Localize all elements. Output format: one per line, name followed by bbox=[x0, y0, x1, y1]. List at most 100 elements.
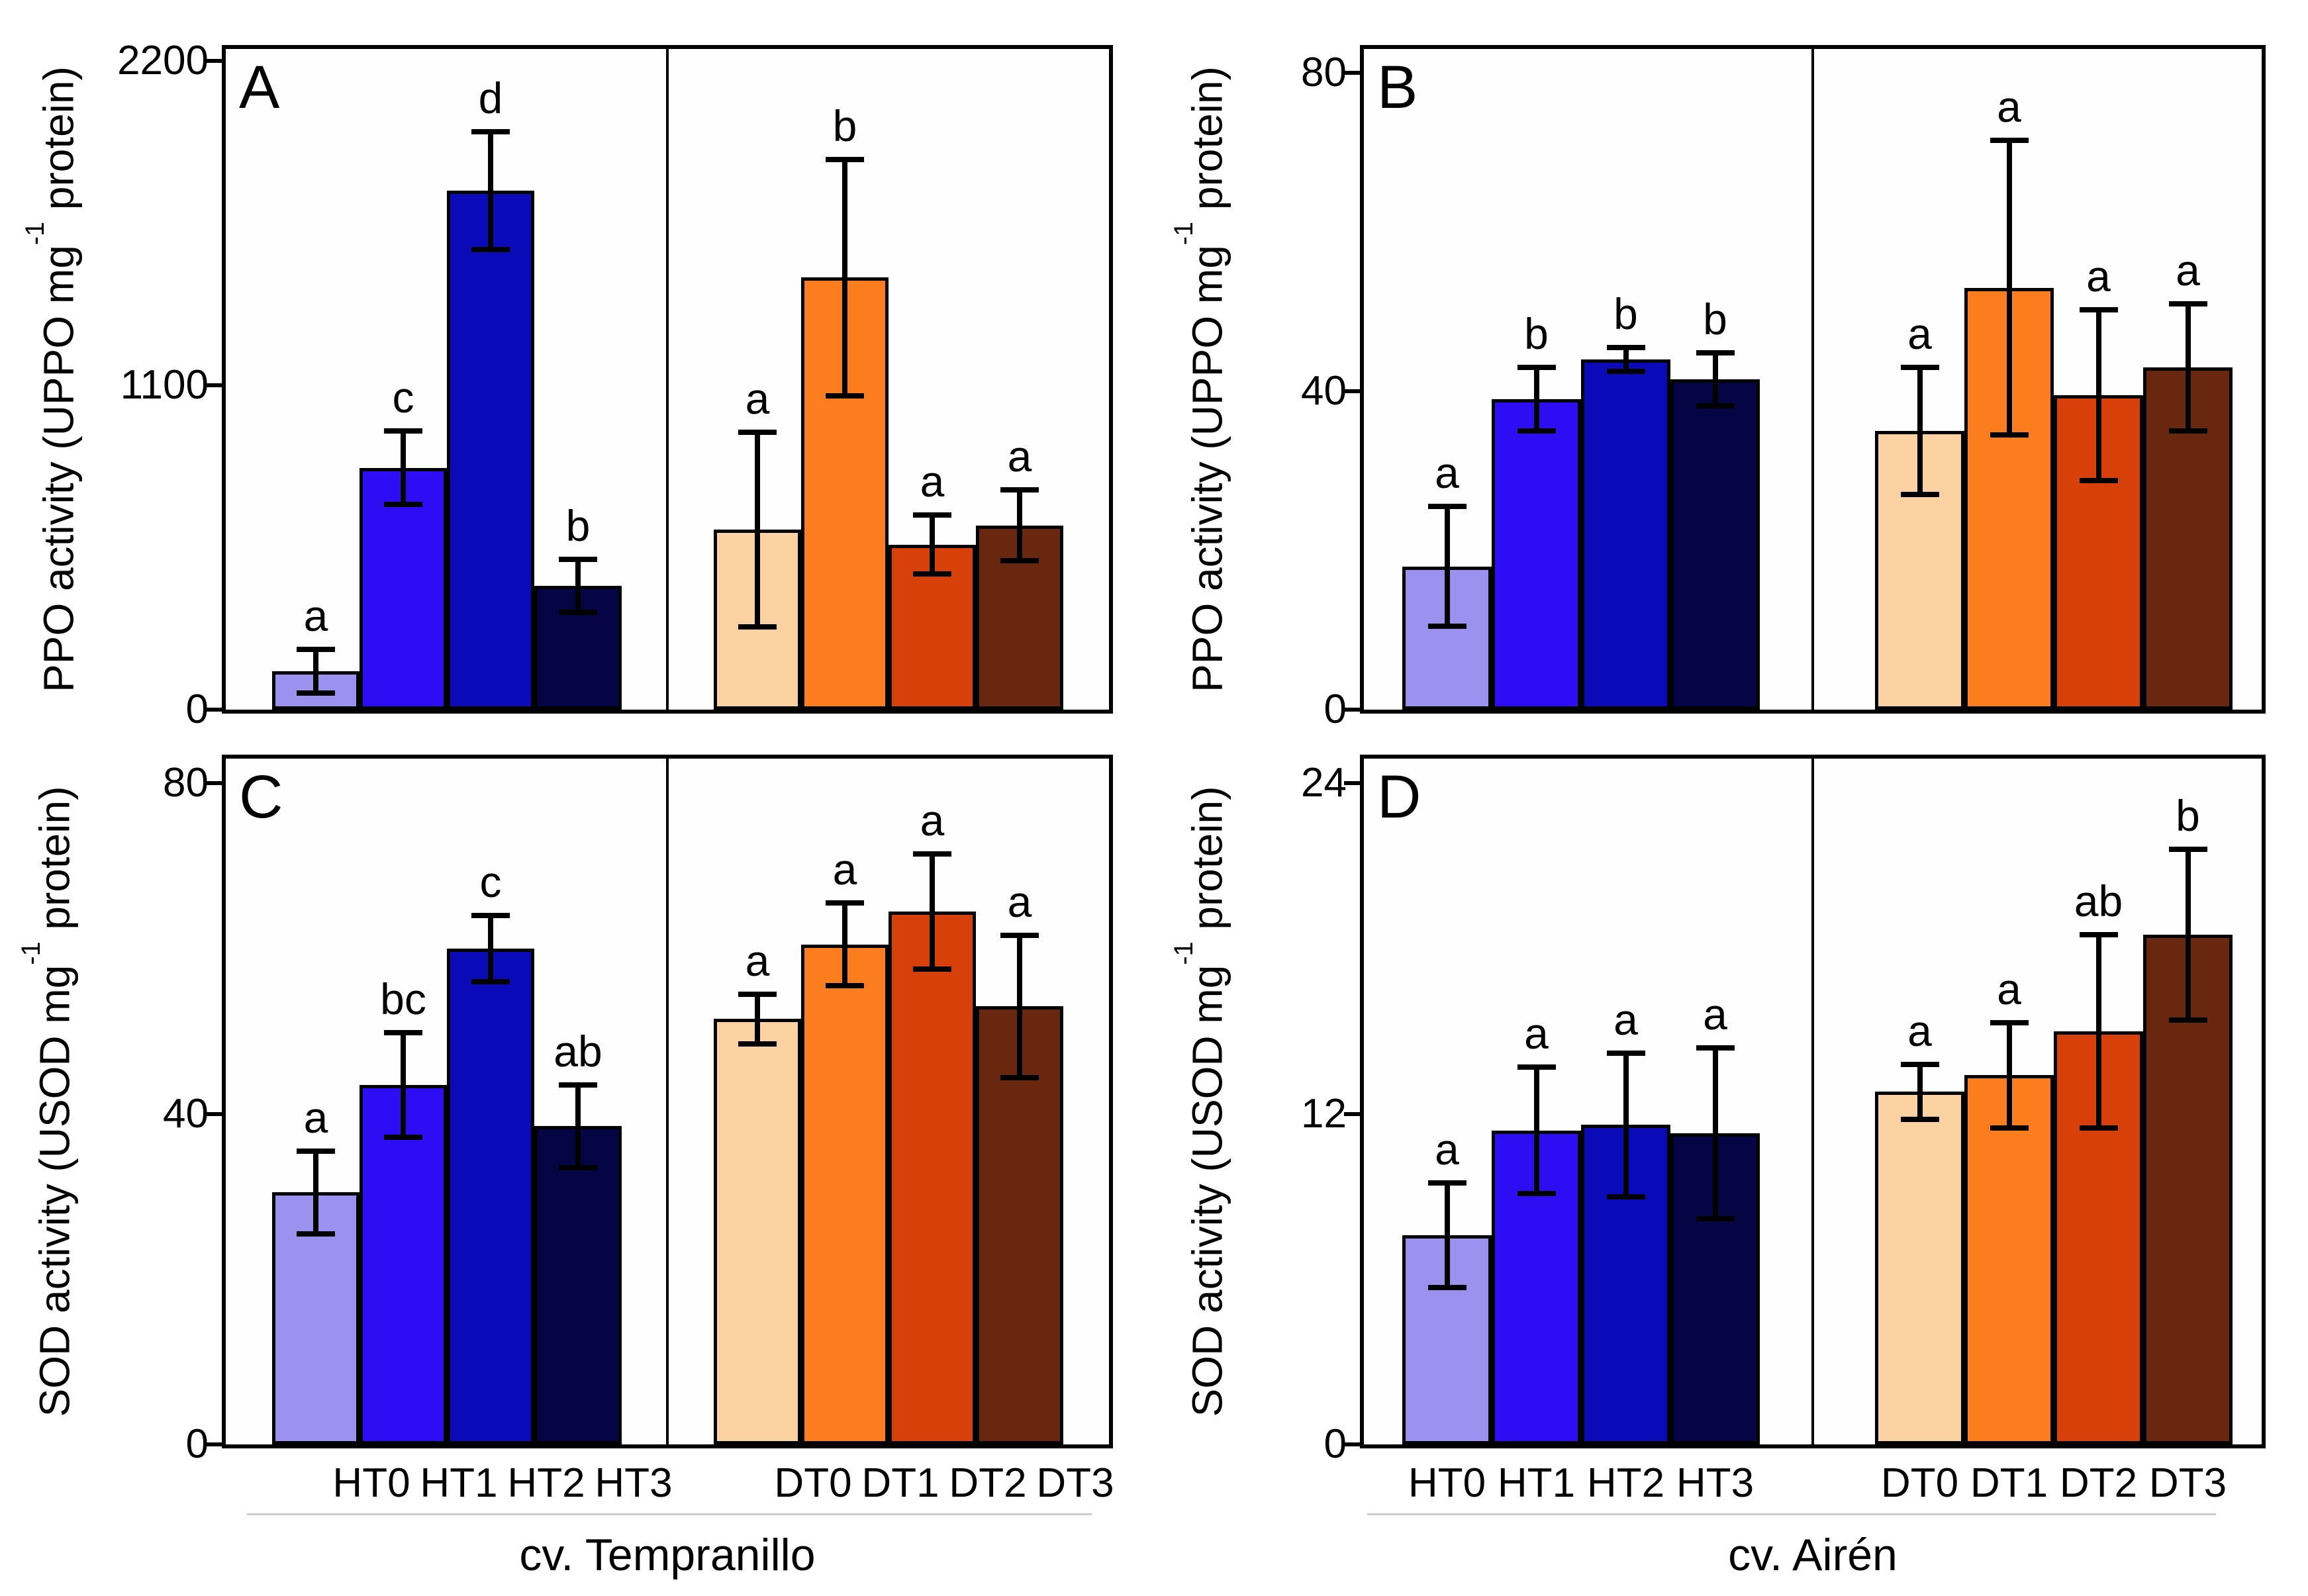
x-axis-rule-left bbox=[247, 1513, 1092, 1515]
bar-HT2 bbox=[447, 949, 534, 1444]
error-bar-cap-bottom bbox=[384, 1134, 422, 1140]
significance-letter: a bbox=[1907, 1006, 1932, 1055]
error-bar-cap-top bbox=[1517, 1064, 1556, 1070]
error-bar-cap-bottom bbox=[471, 246, 510, 252]
significance-letter: bc bbox=[380, 974, 426, 1024]
error-bar-cap-top bbox=[2168, 847, 2207, 853]
x-tick-label-HT0: HT0 bbox=[332, 1460, 410, 1506]
bar-HT1 bbox=[1492, 399, 1581, 710]
error-bar-cap-top bbox=[1517, 364, 1556, 370]
y-tick-label: 80 bbox=[163, 760, 209, 806]
x-tick-label-DT3: DT3 bbox=[1036, 1460, 1114, 1506]
error-bar-cap-top bbox=[297, 646, 335, 652]
y-tick-label: 0 bbox=[185, 1421, 209, 1467]
significance-letter: a bbox=[2176, 245, 2200, 295]
y-tick-mark bbox=[1344, 708, 1360, 712]
error-bar-cap-bottom bbox=[1900, 492, 1939, 498]
error-bar-cap-top bbox=[738, 991, 777, 997]
error-bar-cap-top bbox=[297, 1148, 335, 1154]
significance-letter: a bbox=[303, 590, 328, 640]
y-tick-mark bbox=[206, 708, 222, 712]
significance-letter: a bbox=[1907, 308, 1932, 358]
bar-HT2 bbox=[447, 190, 534, 710]
error-bar-cap-top bbox=[2168, 301, 2207, 306]
error-bar-cap-top bbox=[2079, 307, 2118, 313]
y-tick-label: 0 bbox=[1323, 686, 1347, 732]
x-tick-label-HT3: HT3 bbox=[1676, 1460, 1755, 1506]
panel-a-plot-area: A 0 1100 2200 a c d b a b a a bbox=[117, 38, 1113, 732]
error-bar-cap-top bbox=[913, 851, 951, 857]
significance-letter: ab bbox=[2074, 876, 2123, 926]
x-tick-label-DT2: DT2 bbox=[2059, 1460, 2138, 1506]
x-axis-rule-right bbox=[1367, 1513, 2216, 1515]
error-bar-line bbox=[1017, 490, 1022, 561]
error-bar-cap-bottom bbox=[471, 979, 510, 984]
error-bar-cap-bottom bbox=[1990, 432, 2029, 438]
x-tick-label-HT3: HT3 bbox=[595, 1460, 673, 1506]
significance-letter: a bbox=[1007, 432, 1032, 481]
significance-letter: a bbox=[745, 935, 770, 985]
significance-letter: d bbox=[478, 73, 503, 122]
error-bar-cap-bottom bbox=[913, 966, 951, 972]
error-bar-cap-top bbox=[1900, 1061, 1939, 1067]
error-bar-cap-top bbox=[1000, 487, 1039, 493]
cultivar-label-airen: cv. Airén bbox=[1728, 1530, 1898, 1580]
error-bar-cap-top bbox=[1990, 1020, 2029, 1026]
y-tick-mark bbox=[206, 1111, 222, 1116]
error-bar-cap-top bbox=[1427, 1180, 1467, 1186]
error-bar-cap-bottom bbox=[1606, 1194, 1645, 1199]
x-tick-label-HT2: HT2 bbox=[507, 1460, 585, 1506]
error-bar-cap-bottom bbox=[1696, 1215, 1735, 1221]
error-bar-cap-bottom bbox=[826, 393, 864, 399]
bar-DT0 bbox=[1875, 1092, 1964, 1444]
y-tick-label: 1100 bbox=[120, 361, 209, 408]
significance-letter: a bbox=[2086, 252, 2111, 301]
y-tick-mark bbox=[206, 58, 222, 63]
error-bar-line bbox=[2185, 849, 2191, 1021]
error-bar-line bbox=[2006, 140, 2012, 436]
significance-letter: a bbox=[745, 374, 770, 424]
error-bar-cap-bottom bbox=[297, 690, 335, 696]
y-tick-mark bbox=[1344, 1111, 1360, 1116]
bar-HT1 bbox=[360, 1085, 447, 1444]
significance-letter: a bbox=[1613, 995, 1638, 1045]
x-tick-label-DT2: DT2 bbox=[949, 1460, 1027, 1506]
significance-letter: a bbox=[1997, 82, 2021, 132]
error-bar-cap-bottom bbox=[1517, 1191, 1556, 1197]
group-divider-line bbox=[666, 759, 669, 1444]
bar-DT1 bbox=[1964, 1075, 2054, 1444]
panel-letter-c: C bbox=[239, 763, 283, 831]
error-bar-cap-top bbox=[1696, 1045, 1735, 1051]
error-bar-cap-bottom bbox=[297, 1231, 335, 1237]
y-tick-label: 0 bbox=[185, 686, 209, 732]
error-bar-line bbox=[842, 903, 847, 986]
error-bar-line bbox=[755, 432, 760, 628]
panel-letter-a: A bbox=[239, 54, 280, 121]
error-bar-line bbox=[313, 1150, 318, 1234]
error-bar-cap-bottom bbox=[1990, 1125, 2029, 1131]
significance-letter: a bbox=[1703, 989, 1727, 1039]
error-bar-cap-bottom bbox=[1900, 1117, 1939, 1123]
significance-letter: b bbox=[832, 101, 857, 151]
error-bar-cap-bottom bbox=[1000, 1074, 1039, 1080]
error-bar-line bbox=[313, 649, 318, 694]
superscript-minus-one: -1 bbox=[21, 221, 50, 246]
error-bar-line bbox=[2185, 303, 2191, 432]
error-bar-line bbox=[842, 160, 847, 396]
significance-letter: c bbox=[479, 857, 502, 907]
error-bar-line bbox=[1623, 347, 1629, 371]
error-bar-line bbox=[1917, 1064, 1923, 1120]
error-bar-line bbox=[1917, 367, 1923, 495]
error-bar-cap-bottom bbox=[559, 609, 597, 615]
y-tick-label: 80 bbox=[1301, 50, 1347, 96]
x-tick-label-HT1: HT1 bbox=[420, 1460, 498, 1506]
error-bar-line bbox=[2095, 310, 2101, 481]
significance-letter: a bbox=[1435, 448, 1459, 498]
panel-d-plot-area: D 0 12 24 a HT0 a HT1 a HT2 a HT3 a DT0 a DT1 ab DT2 b DT3 bbox=[1301, 755, 2266, 1506]
error-bar-line bbox=[1623, 1053, 1629, 1197]
y-tick-mark bbox=[1344, 71, 1360, 75]
y-axis-title-tail: protein) bbox=[34, 66, 83, 222]
bar-HT3 bbox=[1670, 379, 1760, 710]
error-bar-line bbox=[2095, 935, 2101, 1128]
